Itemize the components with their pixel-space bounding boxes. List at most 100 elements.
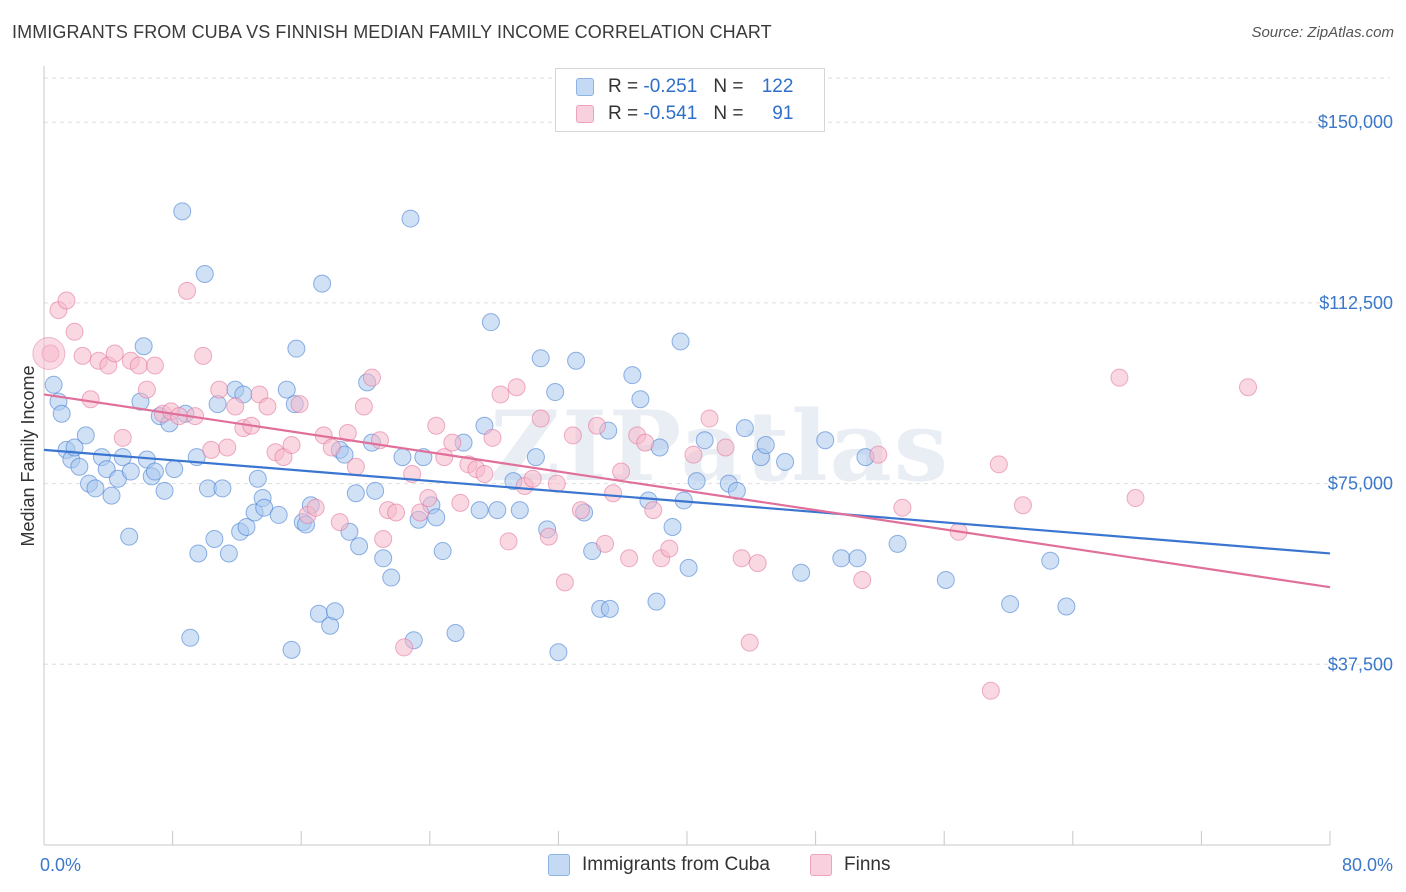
cuba-point — [446, 623, 465, 642]
finns-point — [539, 527, 558, 546]
cuba-point — [776, 452, 795, 471]
finns-point — [596, 534, 615, 553]
cuba-point — [687, 472, 706, 491]
cuba-point — [70, 457, 89, 476]
grid-lines — [44, 77, 1390, 665]
finns-point — [684, 445, 703, 464]
finns-point — [483, 428, 502, 447]
finns-point — [362, 368, 381, 387]
legend-r-label: R = — [608, 103, 639, 124]
finns-point — [1110, 368, 1129, 387]
finns-point — [443, 433, 462, 452]
bottom-legend-swatch-finns — [810, 854, 832, 876]
finns-point — [330, 513, 349, 532]
finns-point — [732, 549, 751, 568]
cuba-point — [213, 479, 232, 498]
cuba-point — [102, 486, 121, 505]
cuba-point — [195, 264, 214, 283]
finns-point — [555, 573, 574, 592]
cuba-point — [366, 481, 385, 500]
cuba-point — [695, 431, 714, 450]
finns-point — [57, 291, 76, 310]
legend-n-label: N = — [713, 76, 744, 97]
finns-point — [1126, 489, 1145, 508]
finns-point — [338, 423, 357, 442]
finns-point — [290, 395, 309, 414]
legend-n-label: N = — [713, 103, 744, 124]
finns-point — [387, 503, 406, 522]
cuba-point — [1041, 551, 1060, 570]
finns-point — [137, 380, 156, 399]
cuba-point — [237, 517, 256, 536]
finns-point — [475, 464, 494, 483]
finns-point — [194, 346, 213, 365]
finns-point — [716, 438, 735, 457]
cuba-point — [549, 643, 568, 662]
finns-point — [1239, 378, 1258, 397]
cuba-point — [76, 426, 95, 445]
bottom-legend-finns: Finns — [810, 852, 890, 878]
cuba-point — [663, 517, 682, 536]
finns-point — [105, 344, 124, 363]
finns-point — [620, 549, 639, 568]
cuba-point — [287, 339, 306, 358]
finns-point — [258, 397, 277, 416]
y-tick-labels: $37,500 $75,000 $112,500 $150,000 — [1318, 112, 1393, 674]
finns-point — [981, 681, 1000, 700]
finns-point — [374, 530, 393, 549]
finns-point — [499, 532, 518, 551]
cuba-point — [269, 505, 288, 524]
cuba-point — [470, 501, 489, 520]
cuba-point — [255, 498, 274, 517]
bottom-legend-cuba: Immigrants from Cuba — [548, 852, 770, 878]
cuba-point — [679, 558, 698, 577]
y-tick-label: $112,500 — [1319, 293, 1393, 313]
cuba-trend-line — [43, 448, 1331, 555]
cuba-point — [86, 479, 105, 498]
cuba-point — [145, 462, 164, 481]
legend-row-cuba: R = -0.251 N = 122 — [576, 75, 793, 99]
cuba-point — [382, 568, 401, 587]
finns-point — [282, 436, 301, 455]
finns-point — [419, 489, 438, 508]
cuba-point — [888, 534, 907, 553]
x-tick-label-min: 0.0% — [40, 855, 81, 875]
finns-point — [346, 457, 365, 476]
finns-point-large — [32, 336, 66, 370]
finns-point — [700, 409, 719, 428]
cuba-point — [205, 530, 224, 549]
cuba-point — [350, 537, 369, 556]
legend-n-value: 122 — [761, 76, 794, 97]
cuba-point — [488, 501, 507, 520]
cuba-point — [134, 337, 153, 356]
cuba-point — [165, 460, 184, 479]
cuba-point — [248, 469, 267, 488]
finns-point — [218, 438, 237, 457]
finns-point — [65, 322, 84, 341]
cuba-point — [531, 349, 550, 368]
cuba-point — [374, 549, 393, 568]
cuba-point — [393, 448, 412, 467]
finns-point — [451, 493, 470, 512]
cuba-point — [282, 640, 301, 659]
cuba-point — [1001, 595, 1020, 614]
finns-point — [306, 498, 325, 517]
cuba-point — [433, 542, 452, 561]
finns-point — [660, 539, 679, 558]
cuba-point — [277, 380, 296, 399]
cuba-point — [44, 375, 63, 394]
cuba-point — [526, 448, 545, 467]
x-tick-label-max: 80.0% — [1342, 855, 1393, 875]
trend-lines — [43, 393, 1331, 589]
finns-point — [547, 474, 566, 493]
finns-point — [612, 462, 631, 481]
finns-point — [322, 438, 341, 457]
chart-source: Source: ZipAtlas.com — [1251, 24, 1394, 41]
legend-r-value: -0.541 — [643, 103, 698, 124]
cuba-point — [155, 481, 174, 500]
finns-point — [178, 281, 197, 300]
cuba-point — [189, 544, 208, 563]
finns-point — [354, 397, 373, 416]
legend: R = -0.251 N = 122 R = -0.541 N = 91 — [555, 68, 825, 132]
finns-point — [507, 378, 526, 397]
